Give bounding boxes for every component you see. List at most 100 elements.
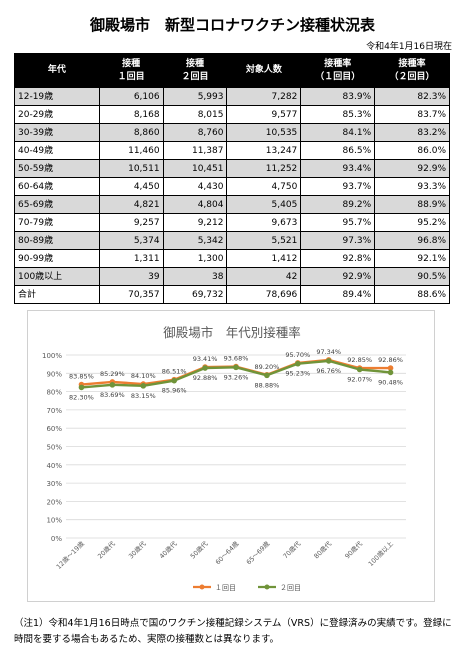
cell-dose1: 10,511: [98, 159, 164, 178]
cell-target: 4,750: [226, 177, 302, 196]
cell-dose1: 8,168: [98, 105, 164, 124]
cell-dose1: 11,460: [98, 141, 164, 160]
cell-rate2: 95.2%: [374, 213, 450, 232]
data-point: [295, 360, 301, 367]
cell-dose2: 11,387: [162, 141, 228, 160]
cell-target: 5,521: [226, 231, 302, 250]
table-row: 20-29歳 8,168 8,015 9,577 85.3% 83.7%: [14, 105, 450, 124]
data-label: 96.76%: [316, 367, 341, 375]
x-tick-label: 30歳代: [126, 539, 148, 561]
header-dose2: 接種 ２回目: [162, 53, 228, 88]
table-row: 65-69歳 4,821 4,804 5,405 89.2% 88.9%: [14, 195, 450, 214]
cell-age: 合計: [14, 285, 100, 304]
table-row: 50-59歳 10,511 10,451 11,252 93.4% 92.9%: [14, 159, 450, 178]
cell-age: 20-29歳: [14, 105, 100, 124]
cell-dose2: 1,300: [162, 249, 228, 268]
y-tick-label: 10%: [46, 517, 62, 525]
cell-rate2: 96.8%: [374, 231, 450, 250]
data-label: 95.23%: [285, 370, 310, 378]
data-point: [140, 383, 147, 389]
x-tick-label: 100歳以上: [366, 539, 395, 568]
data-label: 93.41%: [193, 355, 218, 363]
x-tick-label: 12歳～19歳: [54, 539, 86, 571]
cell-age: 70-79歳: [14, 213, 100, 232]
data-point: [325, 358, 332, 364]
y-tick-label: 90%: [46, 370, 62, 378]
cell-rate2: 92.1%: [374, 249, 450, 268]
cell-rate2: 83.2%: [374, 123, 450, 142]
cell-rate2: 92.9%: [374, 159, 450, 178]
x-tick-label: 60～64歳: [213, 539, 241, 567]
cell-age: 12-19歳: [14, 87, 100, 106]
cell-target: 13,247: [226, 141, 302, 160]
cell-dose1: 4,821: [98, 195, 164, 214]
x-tick-label: 70歳代: [281, 539, 303, 561]
data-label: 95.70%: [285, 351, 310, 359]
cell-dose2: 9,212: [162, 213, 228, 232]
x-tick-label: 90歳代: [343, 539, 365, 561]
chart-svg: 御殿場市 年代別接種率 0% 10% 20% 30% 40% 50% 60% 70% 80% 90…: [42, 325, 406, 592]
table-row: 60-64歳 4,450 4,430 4,750 93.7% 93.3%: [14, 177, 450, 196]
cell-target: 1,412: [226, 249, 302, 268]
cell-rate2: 88.6%: [374, 285, 450, 304]
table-row: 80-89歳 5,374 5,342 5,521 97.3% 96.8%: [14, 231, 450, 250]
cell-rate1: 93.7%: [300, 177, 376, 196]
cell-rate1: 83.9%: [300, 87, 376, 106]
y-tick-label: 20%: [46, 498, 62, 506]
report-date: 令和4年1月16日現在: [366, 42, 452, 52]
cell-target: 78,696: [226, 285, 302, 304]
data-label: 82.30%: [69, 393, 94, 401]
cell-dose2: 4,804: [162, 195, 228, 214]
cell-rate1: 86.5%: [300, 141, 376, 160]
cell-age: 50-59歳: [14, 159, 100, 178]
vaccination-rate-chart: 御殿場市 年代別接種率 0% 10% 20% 30% 40% 50% 60% 70% 80% 90…: [27, 310, 435, 602]
cell-dose1: 4,450: [98, 177, 164, 196]
cell-dose1: 8,860: [98, 123, 164, 142]
cell-target: 9,673: [226, 213, 302, 232]
data-label: 88.88%: [255, 381, 280, 389]
header-target: 対象人数: [226, 53, 302, 88]
data-label: 84.10%: [131, 372, 156, 380]
legend-marker-2: [264, 584, 270, 590]
y-tick-label: 0%: [51, 535, 62, 543]
data-label: 83.85%: [69, 373, 94, 381]
cell-rate2: 88.9%: [374, 195, 450, 214]
cell-target: 7,282: [226, 87, 302, 106]
cell-target: 11,252: [226, 159, 302, 178]
data-label: 93.26%: [224, 373, 249, 381]
data-point: [233, 364, 239, 371]
cell-rate2: 86.0%: [374, 141, 450, 160]
data-label: 92.88%: [193, 374, 218, 382]
cell-target: 9,577: [226, 105, 302, 124]
y-tick-label: 30%: [46, 480, 62, 488]
y-tick-label: 70%: [46, 407, 62, 415]
data-label: 93.68%: [224, 355, 249, 363]
cell-target: 5,405: [226, 195, 302, 214]
table-row: 12-19歳 6,106 5,993 7,282 83.9% 82.3%: [14, 87, 450, 106]
data-label: 92.07%: [347, 376, 372, 384]
cell-dose2: 8,760: [162, 123, 228, 142]
data-label: 89.20%: [255, 363, 280, 371]
x-tick-label: 80歳代: [312, 539, 334, 561]
y-tick-label: 60%: [46, 425, 62, 433]
cell-dose1: 39: [98, 267, 164, 286]
cell-age: 40-49歳: [14, 141, 100, 160]
cell-rate2: 83.7%: [374, 105, 450, 124]
cell-dose1: 9,257: [98, 213, 164, 232]
cell-rate2: 93.3%: [374, 177, 450, 196]
cell-age: 30-39歳: [14, 123, 100, 142]
legend-label-1: １回目: [215, 584, 236, 592]
cell-target: 10,535: [226, 123, 302, 142]
table-row: 90-99歳 1,311 1,300 1,412 92.8% 92.1%: [14, 249, 450, 268]
x-tick-label: 50歳代: [188, 539, 210, 561]
data-point: [202, 365, 208, 371]
cell-rate1: 84.1%: [300, 123, 376, 142]
data-label: 85.96%: [162, 387, 187, 395]
cell-dose1: 70,357: [98, 285, 164, 304]
cell-rate1: 97.3%: [300, 231, 376, 250]
x-tick-label: 20歳代: [95, 539, 117, 561]
cell-age: 65-69歳: [14, 195, 100, 214]
vaccination-table: 年代 接種 １回目 接種 ２回目 対象人数 接種率 （１回目） 接種率 （２回目） 12…: [14, 53, 450, 304]
x-tick-label: 40歳代: [157, 539, 179, 561]
chart-title: 御殿場市 年代別接種率: [163, 325, 301, 340]
